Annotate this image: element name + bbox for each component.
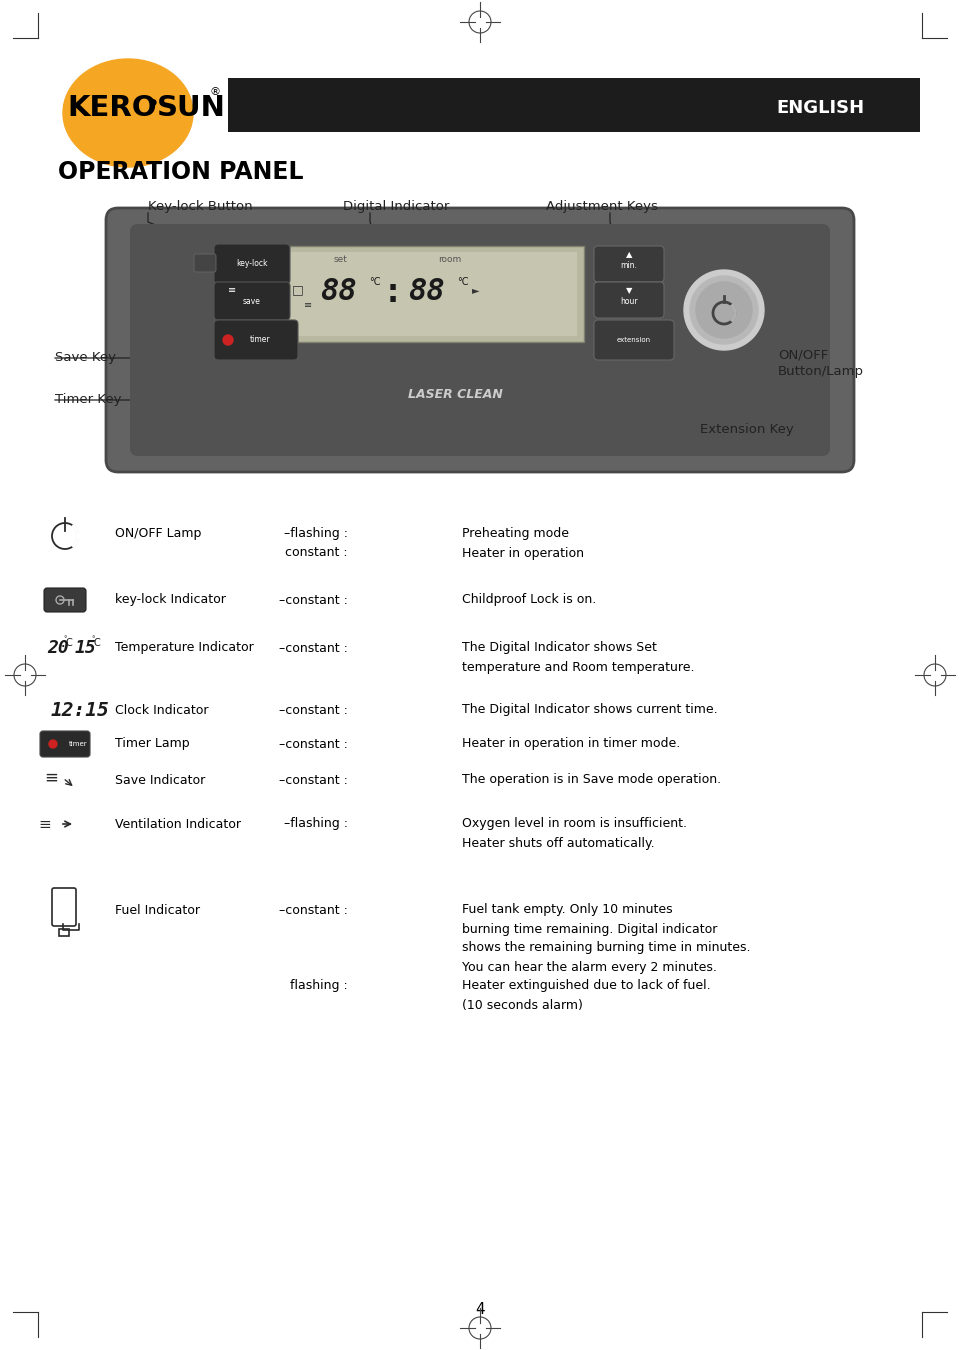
Text: 88: 88 <box>408 278 444 306</box>
Text: ON/OFF Lamp: ON/OFF Lamp <box>115 528 202 540</box>
Text: Temperature Indicator: Temperature Indicator <box>115 641 253 655</box>
Text: Fuel Indicator: Fuel Indicator <box>115 903 200 917</box>
Text: ►: ► <box>472 285 480 296</box>
Text: ▼: ▼ <box>626 286 633 296</box>
Circle shape <box>696 282 752 338</box>
Text: Heater in operation in timer mode.: Heater in operation in timer mode. <box>462 737 681 751</box>
Text: –flashing :: –flashing : <box>284 528 348 540</box>
Text: °: ° <box>91 636 94 643</box>
Text: 20: 20 <box>47 639 69 657</box>
Text: ≡: ≡ <box>38 817 52 832</box>
Text: Heater shuts off automatically.: Heater shuts off automatically. <box>462 837 655 849</box>
Text: Fuel tank empty. Only 10 minutes: Fuel tank empty. Only 10 minutes <box>462 903 673 917</box>
Text: Heater in operation: Heater in operation <box>462 547 584 559</box>
Text: Save Indicator: Save Indicator <box>115 774 205 787</box>
Text: KERO: KERO <box>67 95 156 122</box>
Text: –constant :: –constant : <box>279 903 348 917</box>
Text: The Digital Indicator shows current time.: The Digital Indicator shows current time… <box>462 703 718 717</box>
Text: Ventilation Indicator: Ventilation Indicator <box>115 818 241 830</box>
Text: ≡: ≡ <box>228 285 236 296</box>
FancyBboxPatch shape <box>280 246 584 342</box>
FancyBboxPatch shape <box>106 208 854 472</box>
Text: Adjustment Keys: Adjustment Keys <box>546 200 658 213</box>
FancyBboxPatch shape <box>594 282 664 319</box>
Text: ®: ® <box>209 86 221 97</box>
Text: –flashing :: –flashing : <box>284 818 348 830</box>
Text: –constant :: –constant : <box>279 774 348 787</box>
Text: OPERATION PANEL: OPERATION PANEL <box>58 161 303 184</box>
FancyBboxPatch shape <box>594 320 674 360</box>
Text: (10 seconds alarm): (10 seconds alarm) <box>462 999 583 1011</box>
Text: Save Key: Save Key <box>55 351 116 364</box>
Text: temperature and Room temperature.: temperature and Room temperature. <box>462 660 694 674</box>
FancyBboxPatch shape <box>40 730 90 757</box>
Circle shape <box>690 275 758 344</box>
FancyBboxPatch shape <box>214 244 290 284</box>
Text: 12:15: 12:15 <box>51 701 109 720</box>
Text: Button/Lamp: Button/Lamp <box>778 366 864 378</box>
Text: set: set <box>333 255 347 263</box>
Text: The operation is in Save mode operation.: The operation is in Save mode operation. <box>462 774 721 787</box>
Text: °: ° <box>63 636 66 643</box>
Text: :: : <box>383 275 403 309</box>
Text: burning time remaining. Digital indicator: burning time remaining. Digital indicato… <box>462 922 717 936</box>
Text: constant :: constant : <box>285 547 348 559</box>
Text: Heater extinguished due to lack of fuel.: Heater extinguished due to lack of fuel. <box>462 980 710 992</box>
Text: 88: 88 <box>320 278 356 306</box>
Text: You can hear the alarm every 2 minutes.: You can hear the alarm every 2 minutes. <box>462 960 717 973</box>
Text: ENGLISH: ENGLISH <box>776 99 864 117</box>
Text: Timer Key: Timer Key <box>55 393 122 406</box>
Text: –constant :: –constant : <box>279 703 348 717</box>
Ellipse shape <box>63 59 193 167</box>
Text: Childproof Lock is on.: Childproof Lock is on. <box>462 594 596 606</box>
Text: –constant :: –constant : <box>279 737 348 751</box>
FancyBboxPatch shape <box>44 589 86 612</box>
Text: Extension Key: Extension Key <box>700 424 794 436</box>
Text: Digital Indicator: Digital Indicator <box>343 200 449 213</box>
FancyBboxPatch shape <box>130 224 830 456</box>
Circle shape <box>49 740 57 748</box>
Text: min.: min. <box>620 261 637 270</box>
Text: flashing :: flashing : <box>290 980 348 992</box>
FancyBboxPatch shape <box>214 282 290 320</box>
FancyBboxPatch shape <box>228 78 920 132</box>
FancyBboxPatch shape <box>287 252 577 336</box>
Text: –constant :: –constant : <box>279 641 348 655</box>
Text: The Digital Indicator shows Set: The Digital Indicator shows Set <box>462 641 657 655</box>
Text: save: save <box>243 297 261 305</box>
Text: □: □ <box>292 284 304 297</box>
Text: Timer Lamp: Timer Lamp <box>115 737 190 751</box>
Text: ▲: ▲ <box>626 251 633 259</box>
Text: ON/OFF: ON/OFF <box>778 348 828 362</box>
Text: key-lock: key-lock <box>236 259 268 269</box>
Text: C: C <box>93 639 100 648</box>
Text: Oxygen level in room is insufficient.: Oxygen level in room is insufficient. <box>462 818 687 830</box>
FancyBboxPatch shape <box>214 320 298 360</box>
Text: 15: 15 <box>75 639 97 657</box>
Text: LASER CLEAN: LASER CLEAN <box>408 389 502 401</box>
Text: room: room <box>439 255 462 263</box>
Text: C: C <box>65 639 72 648</box>
FancyBboxPatch shape <box>194 254 216 271</box>
Text: °C: °C <box>370 277 381 288</box>
Circle shape <box>223 335 233 346</box>
Text: 4: 4 <box>475 1303 485 1318</box>
Text: SUN: SUN <box>157 95 226 122</box>
Text: extension: extension <box>617 338 651 343</box>
Text: Preheating mode: Preheating mode <box>462 528 569 540</box>
Text: timer: timer <box>250 336 271 344</box>
Text: •: • <box>146 96 158 115</box>
Text: Key-lock Button: Key-lock Button <box>148 200 252 213</box>
Text: –constant :: –constant : <box>279 594 348 606</box>
Text: timer: timer <box>69 741 87 747</box>
Text: Clock Indicator: Clock Indicator <box>115 703 208 717</box>
Circle shape <box>684 270 764 350</box>
Text: hour: hour <box>620 297 637 305</box>
Text: °C: °C <box>457 277 468 288</box>
Text: ≡: ≡ <box>304 300 312 310</box>
Text: ≡: ≡ <box>44 769 58 787</box>
Text: shows the remaining burning time in minutes.: shows the remaining burning time in minu… <box>462 941 751 954</box>
Text: key-lock Indicator: key-lock Indicator <box>115 594 226 606</box>
FancyBboxPatch shape <box>594 246 664 282</box>
